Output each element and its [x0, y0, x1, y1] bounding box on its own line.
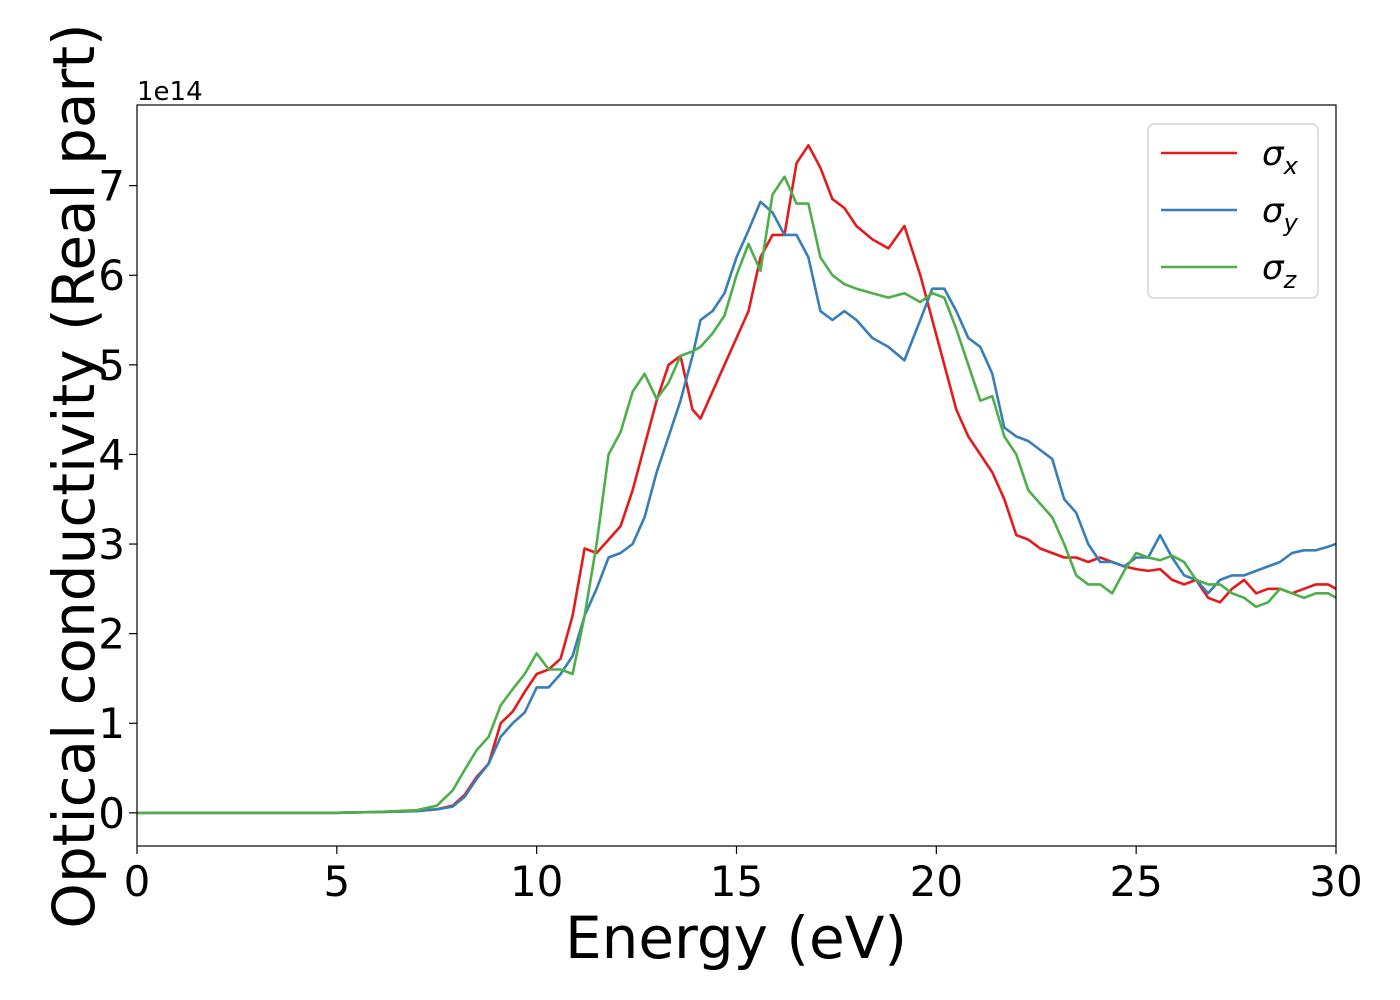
y-tick-label: 0: [98, 789, 125, 838]
y-tick-label: 5: [98, 341, 125, 390]
x-axis-label: Energy (eV): [565, 904, 907, 972]
legend-label-x: σx: [1262, 134, 1299, 180]
y-tick-label: 2: [98, 610, 125, 659]
series-line-z: [137, 175, 1337, 815]
y-multiplier-label: 1e14: [137, 77, 203, 107]
y-tick-label: 3: [98, 520, 125, 569]
x-tick-label: 0: [124, 857, 151, 906]
x-axis: 0 5 10 15 20 25 30: [124, 846, 1363, 906]
x-tick-label: 25: [1109, 857, 1162, 906]
plot-lines: [137, 144, 1337, 815]
y-tick-label: 7: [98, 162, 125, 211]
x-tick-label: 10: [510, 857, 563, 906]
y-tick-label: 4: [98, 430, 125, 479]
y-axis-label: Optical conductivity (Real part): [40, 23, 108, 928]
y-tick-label: 6: [98, 251, 125, 300]
y-axis: 0 1 2 3 4 5 6 7: [98, 162, 137, 838]
x-tick-label: 5: [323, 857, 350, 906]
legend-label-y: σy: [1262, 191, 1299, 237]
y-tick-label: 1: [98, 699, 125, 748]
x-tick-label: 15: [710, 857, 763, 906]
x-tick-label: 30: [1309, 857, 1362, 906]
x-tick-label: 20: [910, 857, 963, 906]
series-line-y: [137, 200, 1337, 815]
legend-label-z: σz: [1262, 248, 1298, 294]
legend: σx σy σz: [1147, 123, 1319, 299]
